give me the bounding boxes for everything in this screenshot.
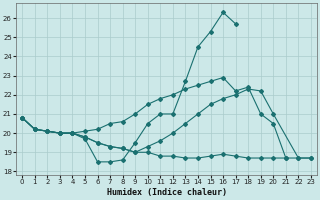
X-axis label: Humidex (Indice chaleur): Humidex (Indice chaleur)	[107, 188, 227, 197]
